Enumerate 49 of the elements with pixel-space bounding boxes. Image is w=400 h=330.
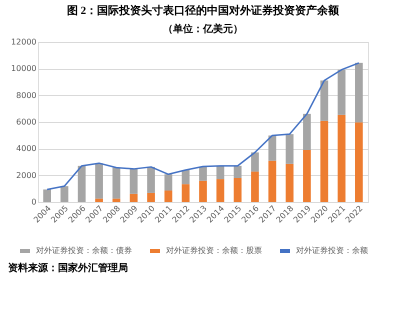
bar xyxy=(338,114,346,202)
bar xyxy=(320,120,328,202)
bar xyxy=(95,163,103,199)
bar xyxy=(286,134,294,164)
chart-subtitle: （单位：亿美元） xyxy=(163,23,243,35)
y-tick-label: 8000 xyxy=(16,90,36,100)
bar xyxy=(112,198,120,202)
bar xyxy=(303,114,311,150)
bar xyxy=(286,164,294,202)
bar xyxy=(268,135,276,161)
bar xyxy=(268,160,276,202)
bar xyxy=(216,166,224,180)
bar xyxy=(199,166,207,181)
bar xyxy=(130,168,138,194)
bar xyxy=(182,170,190,184)
bar xyxy=(234,166,242,178)
y-tick-label: 0 xyxy=(31,198,36,206)
bar xyxy=(303,150,311,202)
bar xyxy=(234,178,242,202)
bar xyxy=(251,172,259,202)
chart-title: 图 2：国际投资头寸表口径的中国对外证券投资资产余额 xyxy=(66,4,340,17)
bar xyxy=(355,62,363,122)
bar xyxy=(199,180,207,202)
text: 资料来源：国家外汇管理局 xyxy=(8,262,128,274)
bar xyxy=(78,166,86,202)
bar xyxy=(43,189,51,202)
bar xyxy=(338,70,346,115)
y-tick-label: 10000 xyxy=(11,64,36,74)
bar xyxy=(320,80,328,121)
bar xyxy=(147,192,155,202)
legend-label: 对外证券投资：余额 xyxy=(296,246,368,255)
legend-label: 对外证券投资：余额：股票 xyxy=(166,246,262,255)
line-series xyxy=(46,62,360,190)
bar xyxy=(60,186,68,202)
bar xyxy=(164,190,172,202)
bar xyxy=(95,198,103,202)
bar xyxy=(112,168,120,199)
bar xyxy=(130,194,138,202)
bar xyxy=(355,122,363,202)
y-tick-label: 6000 xyxy=(16,118,36,126)
y-tick-label: 4000 xyxy=(16,144,36,154)
bar xyxy=(251,152,259,172)
y-tick-label: 2000 xyxy=(16,170,36,180)
bar xyxy=(164,174,172,191)
legend-label: 对外证券投资：余额：债券 xyxy=(36,246,132,255)
bar xyxy=(216,179,224,202)
y-tick-label: 12000 xyxy=(11,38,36,46)
bar xyxy=(182,184,190,202)
bar xyxy=(147,166,155,193)
